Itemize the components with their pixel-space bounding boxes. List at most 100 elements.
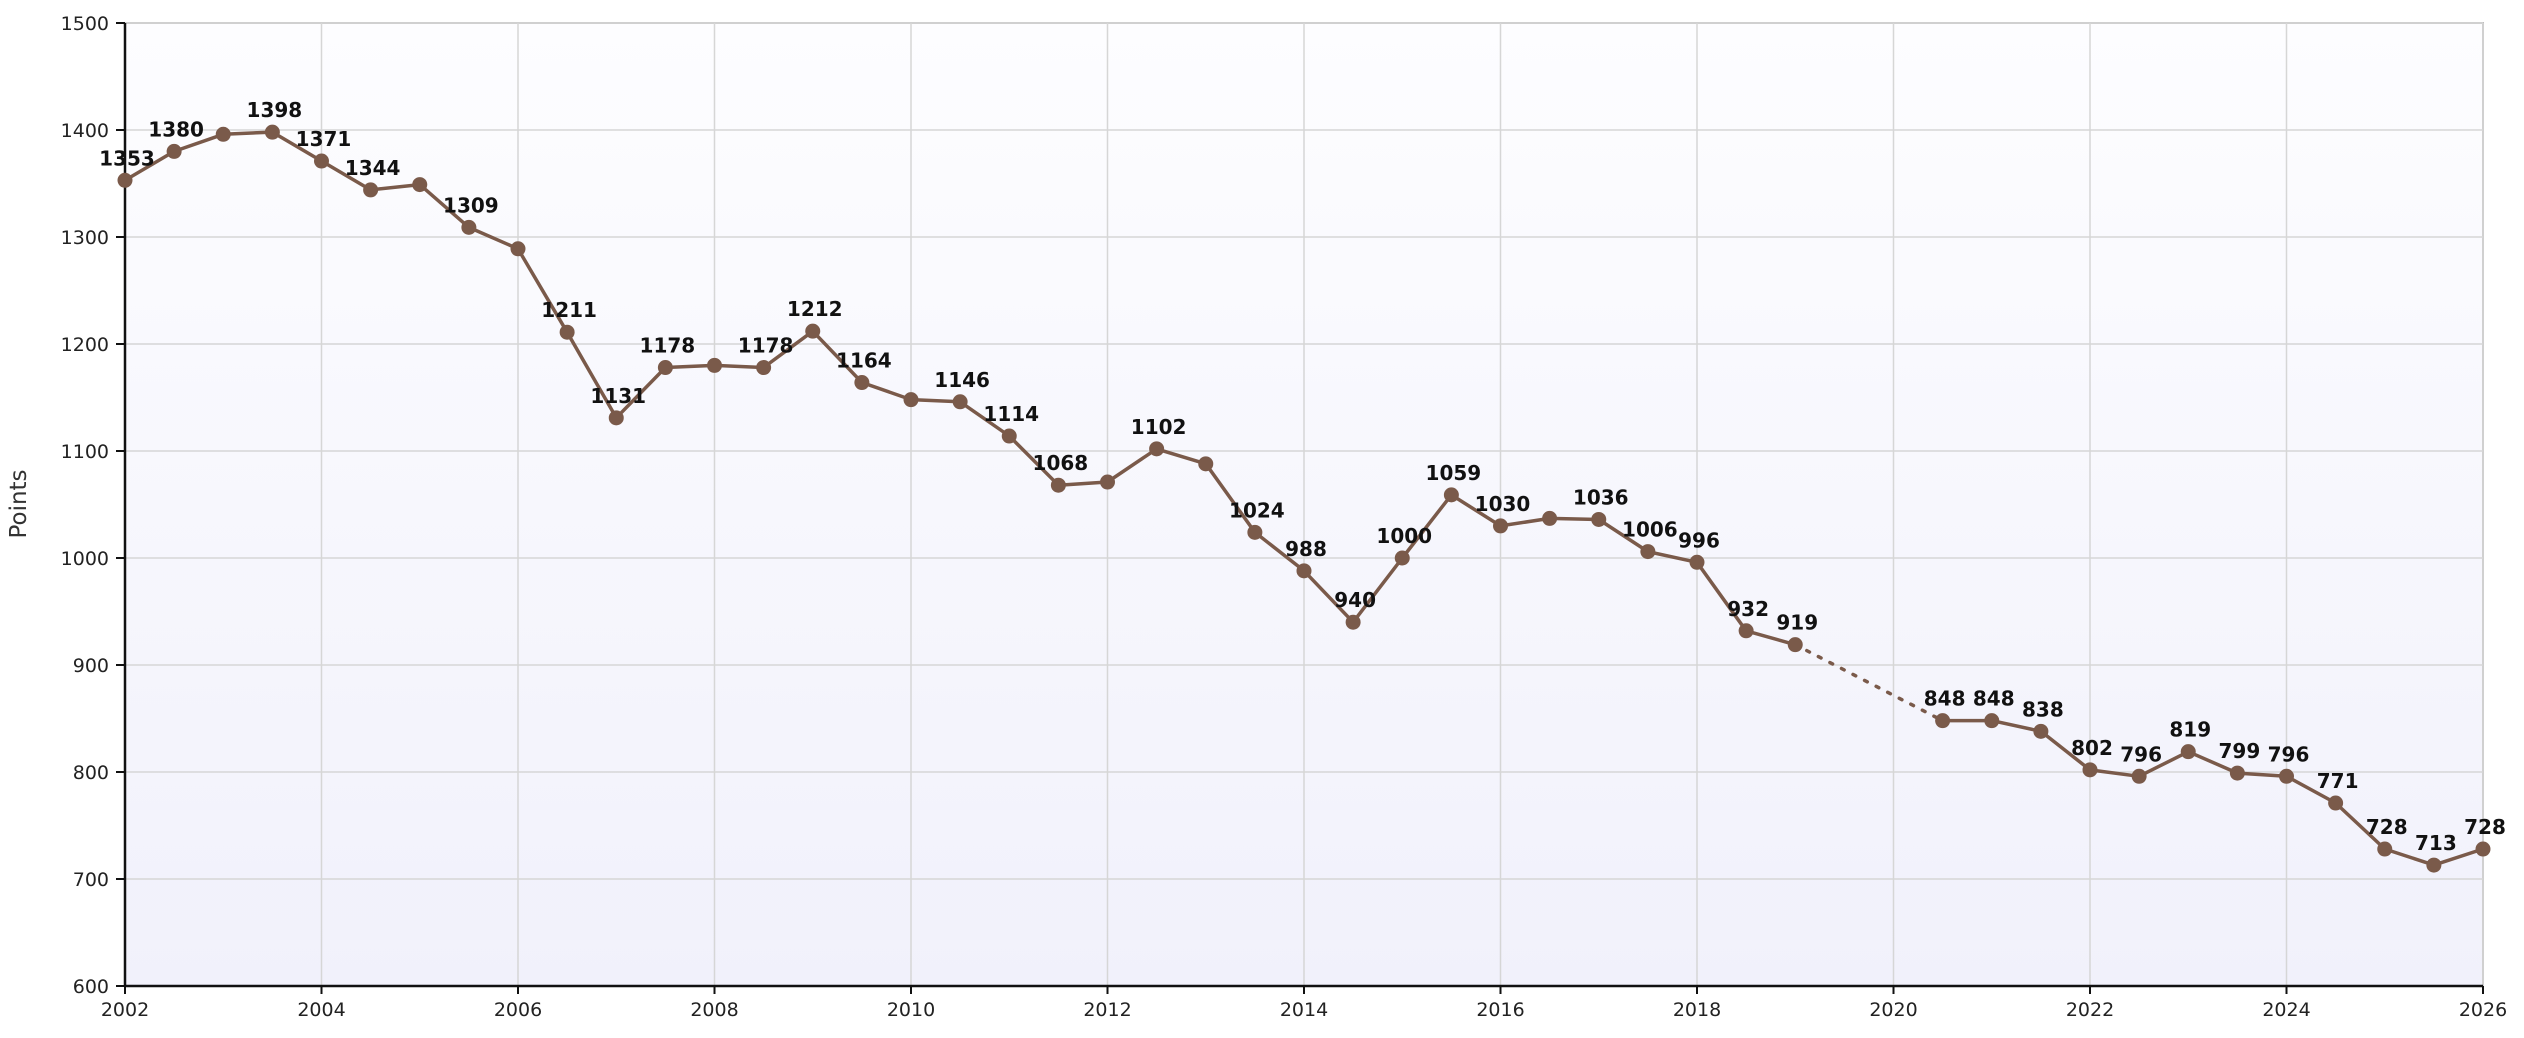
data-label: 1178 (738, 334, 794, 358)
data-label: 802 (2071, 736, 2113, 760)
data-point[interactable] (2082, 762, 2098, 778)
x-tick-label: 2024 (2262, 999, 2310, 1021)
data-point[interactable] (903, 392, 919, 408)
data-labels: 1353 1380 1398 1371 1344 1309 1211 1131 1178 1178… (99, 98, 2506, 855)
data-point[interactable] (2279, 768, 2294, 784)
y-tick-label: 1400 (61, 120, 109, 142)
data-point[interactable] (1787, 637, 1803, 653)
x-tick-label: 2012 (1083, 999, 1131, 1021)
data-label: 1353 (99, 146, 155, 170)
data-point[interactable] (1247, 524, 1263, 540)
data-label: 796 (2120, 742, 2162, 766)
x-tick-label: 2004 (297, 999, 345, 1021)
data-point[interactable] (559, 324, 575, 340)
data-point[interactable] (1591, 511, 1607, 527)
data-point[interactable] (2328, 795, 2344, 811)
data-point[interactable] (1542, 510, 1558, 526)
y-tick-label: 1300 (61, 227, 109, 249)
data-label: 1178 (640, 334, 696, 358)
data-point[interactable] (756, 360, 772, 376)
x-tick-label: 2020 (1869, 999, 1917, 1021)
y-axis-title: Points (6, 469, 32, 538)
data-label: 796 (2268, 742, 2310, 766)
data-point[interactable] (1689, 554, 1705, 570)
data-point[interactable] (314, 153, 329, 169)
data-point[interactable] (952, 394, 968, 410)
x-tick-label: 2018 (1673, 999, 1721, 1021)
data-label: 1131 (590, 384, 646, 408)
data-label: 848 (1924, 687, 1966, 711)
data-label: 838 (2022, 697, 2064, 721)
data-label: 728 (2464, 815, 2506, 839)
data-label: 988 (1285, 537, 1327, 561)
data-point[interactable] (1345, 614, 1361, 630)
data-point[interactable] (805, 323, 821, 339)
data-label: 728 (2366, 815, 2408, 839)
data-label: 771 (2317, 769, 2359, 793)
data-point[interactable] (1149, 441, 1165, 457)
data-point[interactable] (1443, 487, 1459, 503)
data-point[interactable] (1296, 563, 1312, 579)
y-tick-label: 800 (73, 762, 109, 784)
data-point[interactable] (1984, 713, 2000, 729)
data-point[interactable] (2426, 857, 2442, 873)
data-point[interactable] (2377, 841, 2393, 857)
x-tick-label: 2006 (494, 999, 542, 1021)
data-label: 1068 (1033, 451, 1089, 475)
x-tick-label: 2022 (2066, 999, 2114, 1021)
data-point[interactable] (1394, 550, 1410, 566)
y-tick-label: 900 (73, 655, 109, 677)
data-point[interactable] (2033, 723, 2049, 739)
data-point[interactable] (117, 172, 133, 188)
data-label: 1164 (836, 349, 892, 373)
x-tick-label: 2010 (887, 999, 935, 1021)
data-label: 713 (2415, 831, 2457, 855)
data-point[interactable] (1198, 456, 1214, 472)
data-point[interactable] (1640, 544, 1656, 560)
data-point[interactable] (2131, 768, 2147, 784)
data-label: 819 (2169, 718, 2211, 742)
data-point[interactable] (461, 219, 477, 235)
data-point[interactable] (2475, 841, 2491, 857)
data-point[interactable] (412, 177, 428, 193)
series-points (117, 124, 2491, 873)
data-label: 1211 (541, 298, 597, 322)
data-point[interactable] (215, 126, 231, 142)
data-point[interactable] (166, 143, 182, 159)
data-label: 919 (1776, 611, 1818, 635)
data-label: 940 (1334, 588, 1376, 612)
data-point[interactable] (1935, 713, 1951, 729)
data-point[interactable] (854, 375, 870, 391)
data-point[interactable] (657, 360, 673, 376)
y-tick-label: 1200 (61, 334, 109, 356)
data-point[interactable] (707, 357, 722, 373)
x-tick-label: 2008 (690, 999, 738, 1021)
data-point[interactable] (1001, 428, 1017, 444)
data-label: 1024 (1229, 498, 1285, 522)
data-label: 1309 (443, 193, 499, 217)
data-point[interactable] (2180, 744, 2196, 760)
data-point[interactable] (1050, 477, 1066, 493)
data-label: 1398 (247, 98, 303, 122)
data-label: 848 (1973, 687, 2015, 711)
data-label: 932 (1727, 597, 1769, 621)
y-tick-label: 1500 (61, 13, 109, 35)
data-label: 1102 (1131, 415, 1187, 439)
series-gap-connector (1793, 642, 1945, 723)
data-point[interactable] (2229, 765, 2245, 781)
data-point[interactable] (264, 124, 280, 140)
data-point[interactable] (1100, 474, 1115, 490)
x-tick-label: 2014 (1280, 999, 1328, 1021)
data-point[interactable] (1738, 623, 1754, 639)
data-point[interactable] (1493, 518, 1508, 534)
data-point[interactable] (363, 182, 379, 198)
data-label: 1212 (787, 297, 843, 321)
x-tick-label: 2026 (2459, 999, 2507, 1021)
data-point[interactable] (608, 410, 624, 426)
data-label: 1146 (934, 368, 990, 392)
data-label: 996 (1678, 528, 1720, 552)
data-point[interactable] (510, 241, 526, 257)
y-tick-label: 700 (73, 869, 109, 891)
data-label: 1006 (1622, 518, 1678, 542)
